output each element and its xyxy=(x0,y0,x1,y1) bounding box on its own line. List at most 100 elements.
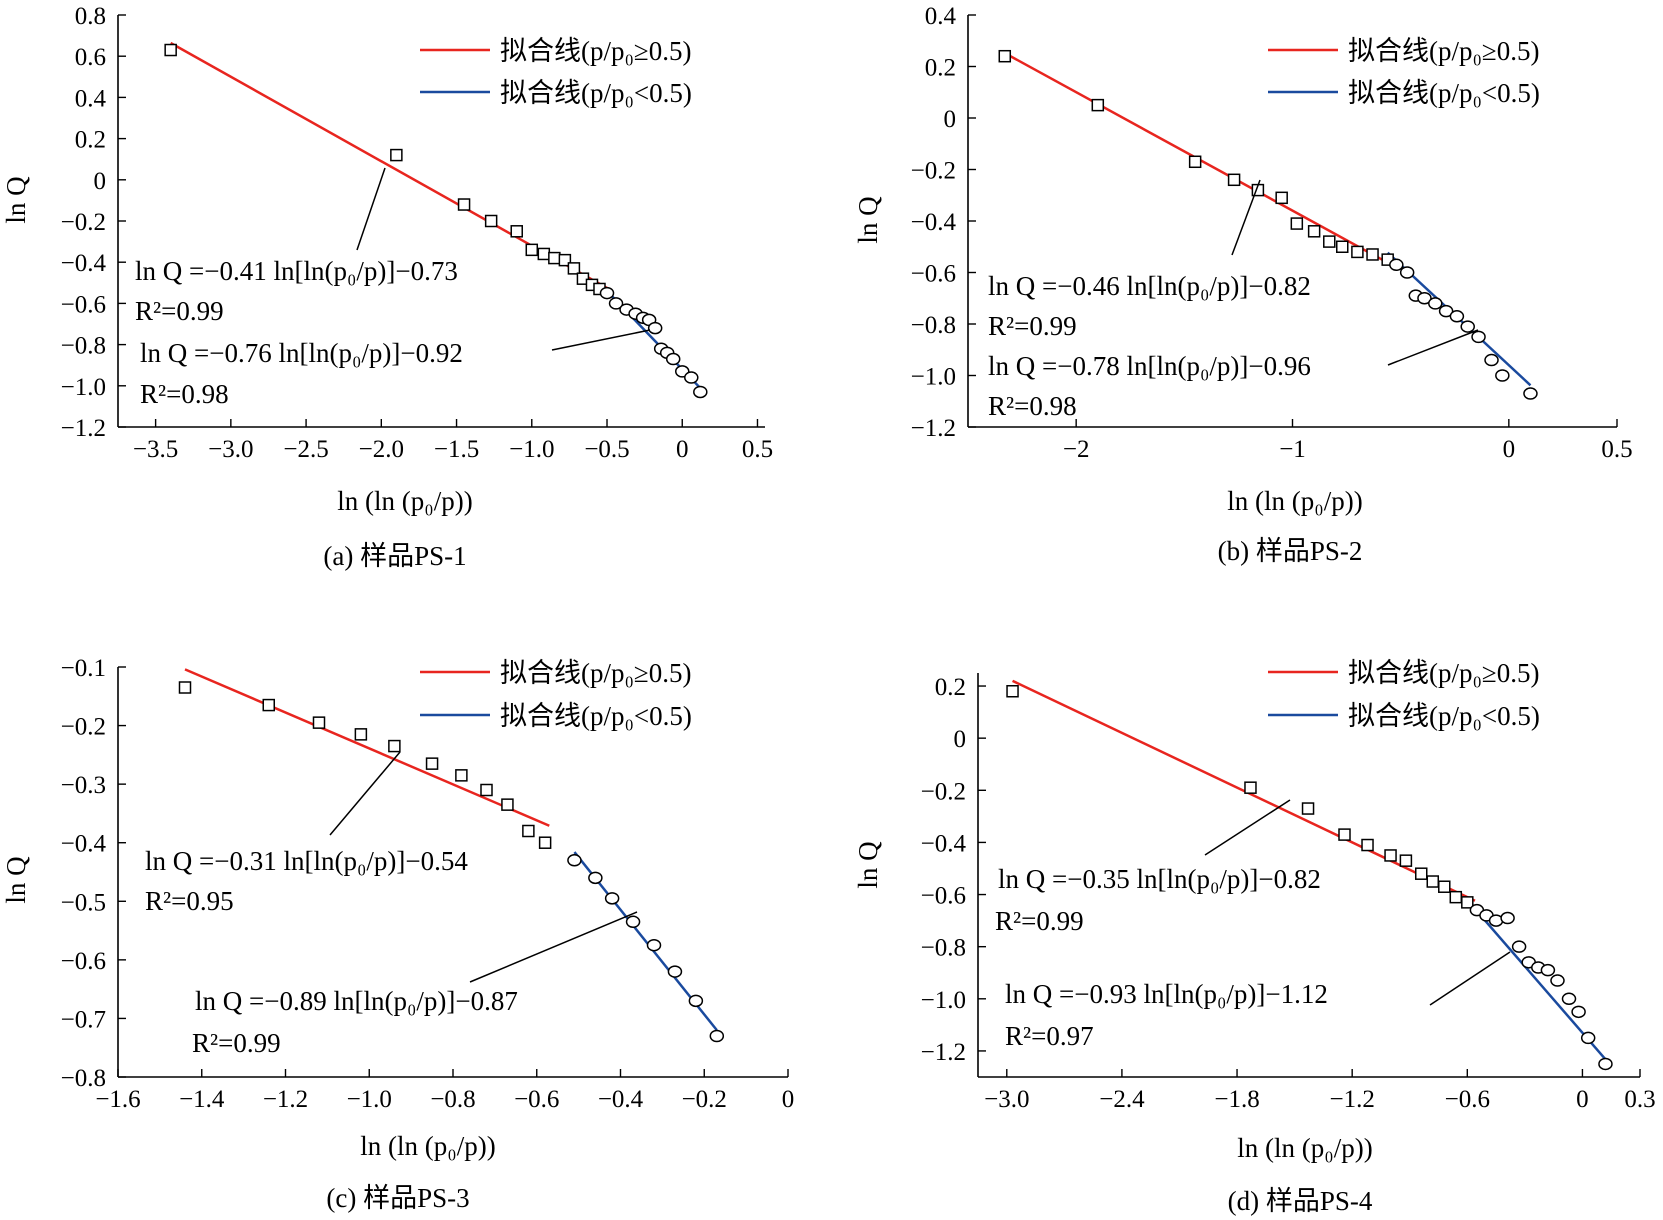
data-point-square xyxy=(312,716,326,729)
y-tick-label: −0.3 xyxy=(61,772,106,799)
data-point-circle xyxy=(1399,266,1415,279)
y-tick-label: 0.4 xyxy=(925,3,957,30)
data-point-circle xyxy=(684,371,699,384)
x-tick-label: 0.5 xyxy=(1601,436,1632,463)
data-point-square xyxy=(1449,890,1463,904)
x-tick-label: −0.5 xyxy=(584,436,629,463)
x-tick-label: −1.0 xyxy=(347,1086,392,1113)
y-axis-label: ln Q xyxy=(1,176,31,224)
data-point-circle xyxy=(647,321,663,335)
legend-blue-label: 拟合线(p/p₀<0.5) xyxy=(1348,701,1540,731)
data-point-square xyxy=(1366,248,1379,261)
y-tick-label: −0.2 xyxy=(61,209,106,236)
plot-area-d: −3.0 −2.4 −1.8 −1.2 −0.6 0 0.3 −1.2 −1.0 −0.8 −0.6… xyxy=(921,673,1656,1113)
data-point-square xyxy=(1275,191,1288,205)
x-tick-label: 0 xyxy=(1503,436,1516,463)
data-point-circle xyxy=(693,385,708,399)
y-tick-label: 0 xyxy=(94,168,107,195)
legend-red-label: 拟合线(p/p₀≥0.5) xyxy=(500,36,691,66)
annotation-leader-red xyxy=(356,167,386,251)
y-axis-label: ln Q xyxy=(853,841,883,889)
equation-red: ln Q =−0.31 ln[ln(p₀/p)]−0.54 xyxy=(145,846,468,876)
annotation-leader-red xyxy=(329,751,401,836)
y-tick-label: −0.6 xyxy=(61,948,106,975)
data-point-square xyxy=(522,824,535,838)
r2-red: R²=0.99 xyxy=(988,311,1077,341)
data-point-circle xyxy=(1571,1005,1586,1019)
data-point-square xyxy=(537,247,551,261)
panel-b: −2 −1 0 0.5−1.2−1.0−0.8−0.6−0.4−0.200.20.4 … xyxy=(853,3,1633,566)
x-tick-label: −0.2 xyxy=(682,1086,727,1113)
y-tick-label: −1.0 xyxy=(911,364,956,391)
equation-blue: ln Q =−0.76 ln[ln(p₀/p)]−0.92 xyxy=(140,338,463,368)
r2-red: R²=0.99 xyxy=(135,296,224,326)
data-point-square xyxy=(1307,225,1321,238)
legend-blue-label: 拟合线(p/p₀<0.5) xyxy=(500,701,692,731)
y-tick-label: −0.4 xyxy=(911,209,957,236)
y-tick-label: 0 xyxy=(954,726,967,753)
data-point-square xyxy=(1415,867,1428,880)
data-point-circle xyxy=(1580,1031,1596,1045)
y-tick-label: 0.2 xyxy=(935,674,966,701)
y-tick-label: −0.8 xyxy=(921,935,966,962)
x-axis-label: ln (ln (p₀/p)) xyxy=(1227,486,1362,516)
x-tick-label: −1.2 xyxy=(1329,1086,1374,1113)
data-point-square xyxy=(501,798,514,811)
data-point-circle xyxy=(1495,369,1510,382)
x-tick-label: −2.0 xyxy=(359,436,404,463)
equation-blue: ln Q =−0.93 ln[ln(p₀/p)]−1.12 xyxy=(1005,979,1328,1009)
y-tick-label: −1.2 xyxy=(61,415,106,442)
plot-area-c: −1.6 −1.4 −1.2 −1.0 −0.8 −0.6 −0.4 −0.2 0 −0.8 −0.… xyxy=(61,655,795,1113)
data-point-circle xyxy=(1438,304,1454,318)
r2-blue: R²=0.97 xyxy=(1005,1021,1094,1051)
data-point-circle xyxy=(608,297,624,310)
panel-d: −3.0 −2.4 −1.8 −1.2 −0.6 0 0.3 −1.2 −1.0 −0.8 −0.6… xyxy=(853,658,1656,1216)
y-tick-label: −0.8 xyxy=(61,333,106,360)
data-point-square xyxy=(262,698,275,712)
equation-blue: ln Q =−0.78 ln[ln(p₀/p)]−0.96 xyxy=(988,351,1311,381)
y-tick-label: −1.0 xyxy=(61,374,106,401)
y-tick-label: −0.7 xyxy=(61,1006,106,1033)
fit-line-red xyxy=(1012,679,1476,902)
legend-blue-label: 拟合线(p/p₀<0.5) xyxy=(1348,78,1540,108)
equation-red: ln Q =−0.41 ln[ln(p₀/p)]−0.73 xyxy=(135,256,458,286)
x-tick-label: −1.5 xyxy=(434,436,479,463)
data-point-square xyxy=(164,43,177,57)
data-point-circle xyxy=(1598,1057,1613,1071)
data-point-square xyxy=(1006,684,1019,698)
data-point-circle xyxy=(599,286,615,300)
data-point-square xyxy=(1301,802,1315,815)
x-tick-label: −1.0 xyxy=(509,436,554,463)
data-point-circle xyxy=(1417,292,1432,305)
annotation-leader-blue xyxy=(1387,329,1479,366)
data-point-square xyxy=(1351,245,1364,259)
x-tick-label: −1.2 xyxy=(263,1086,308,1113)
x-tick-label: 0.5 xyxy=(742,436,773,463)
data-point-square xyxy=(998,49,1012,63)
data-point-square xyxy=(525,243,539,257)
annotation-leader-red xyxy=(1231,179,1261,256)
data-point-square xyxy=(1227,173,1241,187)
panel-c: −1.6 −1.4 −1.2 −1.0 −0.8 −0.6 −0.4 −0.2 0 −0.8 −0.… xyxy=(1,655,794,1213)
x-axis-label: ln (ln (p₀/p)) xyxy=(1237,1133,1372,1163)
annotation-leader-blue xyxy=(469,911,638,983)
x-axis-label: ln (ln (p₀/p)) xyxy=(360,1131,495,1161)
panel-caption: (a) 样品PS-1 xyxy=(323,541,466,571)
x-tick-label: 0 xyxy=(676,436,689,463)
data-point-circle xyxy=(604,892,620,905)
data-point-square xyxy=(1384,849,1397,862)
x-tick-label: −2.5 xyxy=(283,436,328,463)
y-tick-label: −0.2 xyxy=(921,778,966,805)
x-tick-label: −0.6 xyxy=(514,1086,559,1113)
data-point-square xyxy=(1244,781,1257,794)
data-point-circle xyxy=(1484,353,1499,367)
y-tick-label: −0.8 xyxy=(61,1065,106,1092)
data-point-circle xyxy=(709,1029,725,1043)
x-tick-label: −0.6 xyxy=(1445,1086,1490,1113)
data-point-square xyxy=(1290,217,1304,230)
data-point-circle xyxy=(588,871,603,885)
data-point-square xyxy=(1461,896,1474,909)
data-point-square xyxy=(178,681,192,694)
data-point-circle xyxy=(1523,387,1538,400)
